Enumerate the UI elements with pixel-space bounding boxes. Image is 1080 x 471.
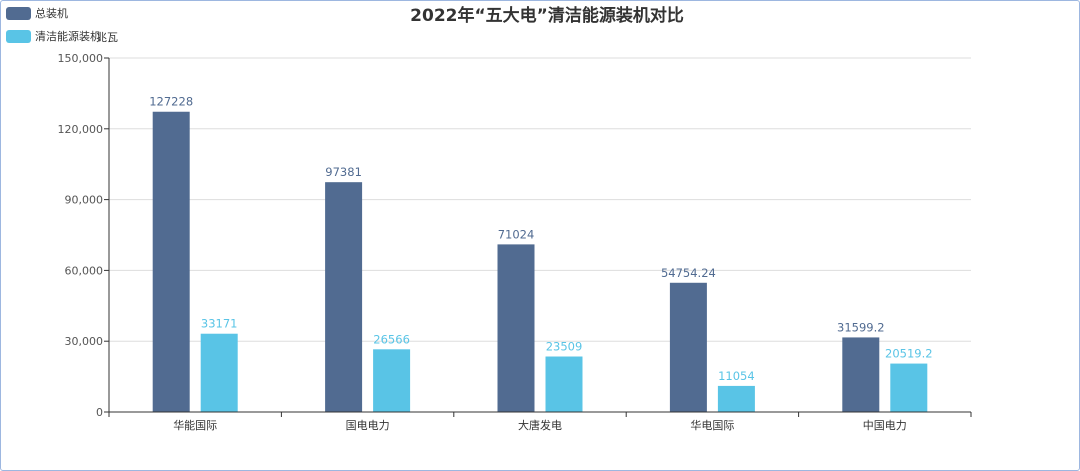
bar-clean[interactable] [200, 333, 238, 412]
gridlines [109, 57, 971, 342]
legend-swatch-clean [6, 30, 31, 43]
y-tick-label: 120,000 [58, 123, 104, 136]
data-label: 11054 [718, 369, 755, 383]
legend-item-clean[interactable]: 清洁能源装机 [6, 29, 101, 43]
data-label: 26566 [373, 332, 410, 346]
legend-label-clean: 清洁能源装机 [35, 29, 101, 43]
legend-label-total: 总装机 [35, 6, 68, 20]
y-tick-label: 90,000 [65, 194, 104, 207]
y-axis-ticks: 0 30,000 60,000 90,000 120,000 150,000 [58, 52, 110, 419]
data-label: 20519.2 [885, 347, 933, 361]
bar-total[interactable] [497, 244, 535, 412]
legend: 总装机 清洁能源装机 [6, 6, 101, 43]
bars [152, 111, 928, 413]
x-tick-label: 华电国际 [690, 418, 734, 432]
y-tick-label: 150,000 [58, 52, 104, 65]
legend-item-total[interactable]: 总装机 [6, 6, 68, 20]
bar-clean[interactable] [890, 363, 928, 412]
data-label: 33171 [201, 317, 238, 331]
data-label: 31599.2 [837, 320, 885, 334]
data-label: 97381 [325, 165, 362, 179]
bar-total[interactable] [842, 337, 880, 412]
x-axis: 华能国际 国电电力 大唐发电 华电国际 中国电力 [108, 411, 972, 432]
bar-clean[interactable] [545, 356, 583, 412]
x-tick-label: 国电电力 [346, 419, 390, 432]
bar-total[interactable] [669, 282, 707, 412]
bar-total[interactable] [152, 111, 190, 413]
data-label: 71024 [498, 227, 535, 241]
x-tick-label: 华能国际 [173, 418, 217, 432]
bar-clean[interactable] [373, 349, 411, 412]
y-tick-label: 30,000 [65, 335, 104, 348]
legend-swatch-total [6, 7, 31, 20]
y-tick-label: 0 [96, 406, 103, 419]
x-tick-label: 中国电力 [863, 419, 907, 432]
bar-clean[interactable] [717, 385, 755, 412]
data-label: 127228 [149, 95, 193, 109]
data-labels: 127228 33171 97381 26566 71024 23509 54754.24 1… [149, 95, 932, 383]
data-label: 23509 [546, 340, 583, 354]
bar-total[interactable] [325, 182, 363, 412]
y-axis-unit: 兆瓦 [96, 31, 118, 44]
x-tick-label: 大唐发电 [518, 418, 562, 432]
chart-title: 2022年“五大电”清洁能源装机对比 [410, 5, 684, 26]
data-label: 54754.24 [661, 266, 716, 280]
y-tick-label: 60,000 [65, 264, 104, 277]
